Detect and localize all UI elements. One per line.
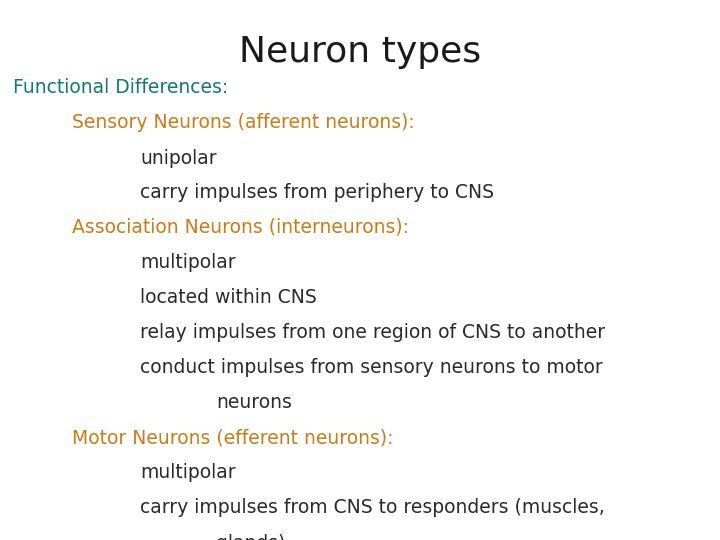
- Text: located within CNS: located within CNS: [140, 288, 317, 307]
- Text: Sensory Neurons (afferent neurons):: Sensory Neurons (afferent neurons):: [72, 113, 415, 132]
- Text: multipolar: multipolar: [140, 253, 236, 272]
- Text: Neuron types: Neuron types: [239, 35, 481, 69]
- Text: carry impulses from CNS to responders (muscles,: carry impulses from CNS to responders (m…: [140, 498, 605, 517]
- Text: Association Neurons (interneurons):: Association Neurons (interneurons):: [72, 218, 409, 237]
- Text: neurons: neurons: [216, 393, 292, 412]
- Text: Motor Neurons (efferent neurons):: Motor Neurons (efferent neurons):: [72, 428, 394, 447]
- Text: unipolar: unipolar: [140, 148, 217, 167]
- Text: relay impulses from one region of CNS to another: relay impulses from one region of CNS to…: [140, 323, 606, 342]
- Text: glands): glands): [216, 534, 285, 540]
- Text: Functional Differences:: Functional Differences:: [13, 78, 228, 97]
- Text: carry impulses from periphery to CNS: carry impulses from periphery to CNS: [140, 183, 495, 201]
- Text: conduct impulses from sensory neurons to motor: conduct impulses from sensory neurons to…: [140, 358, 603, 377]
- Text: multipolar: multipolar: [140, 463, 236, 482]
